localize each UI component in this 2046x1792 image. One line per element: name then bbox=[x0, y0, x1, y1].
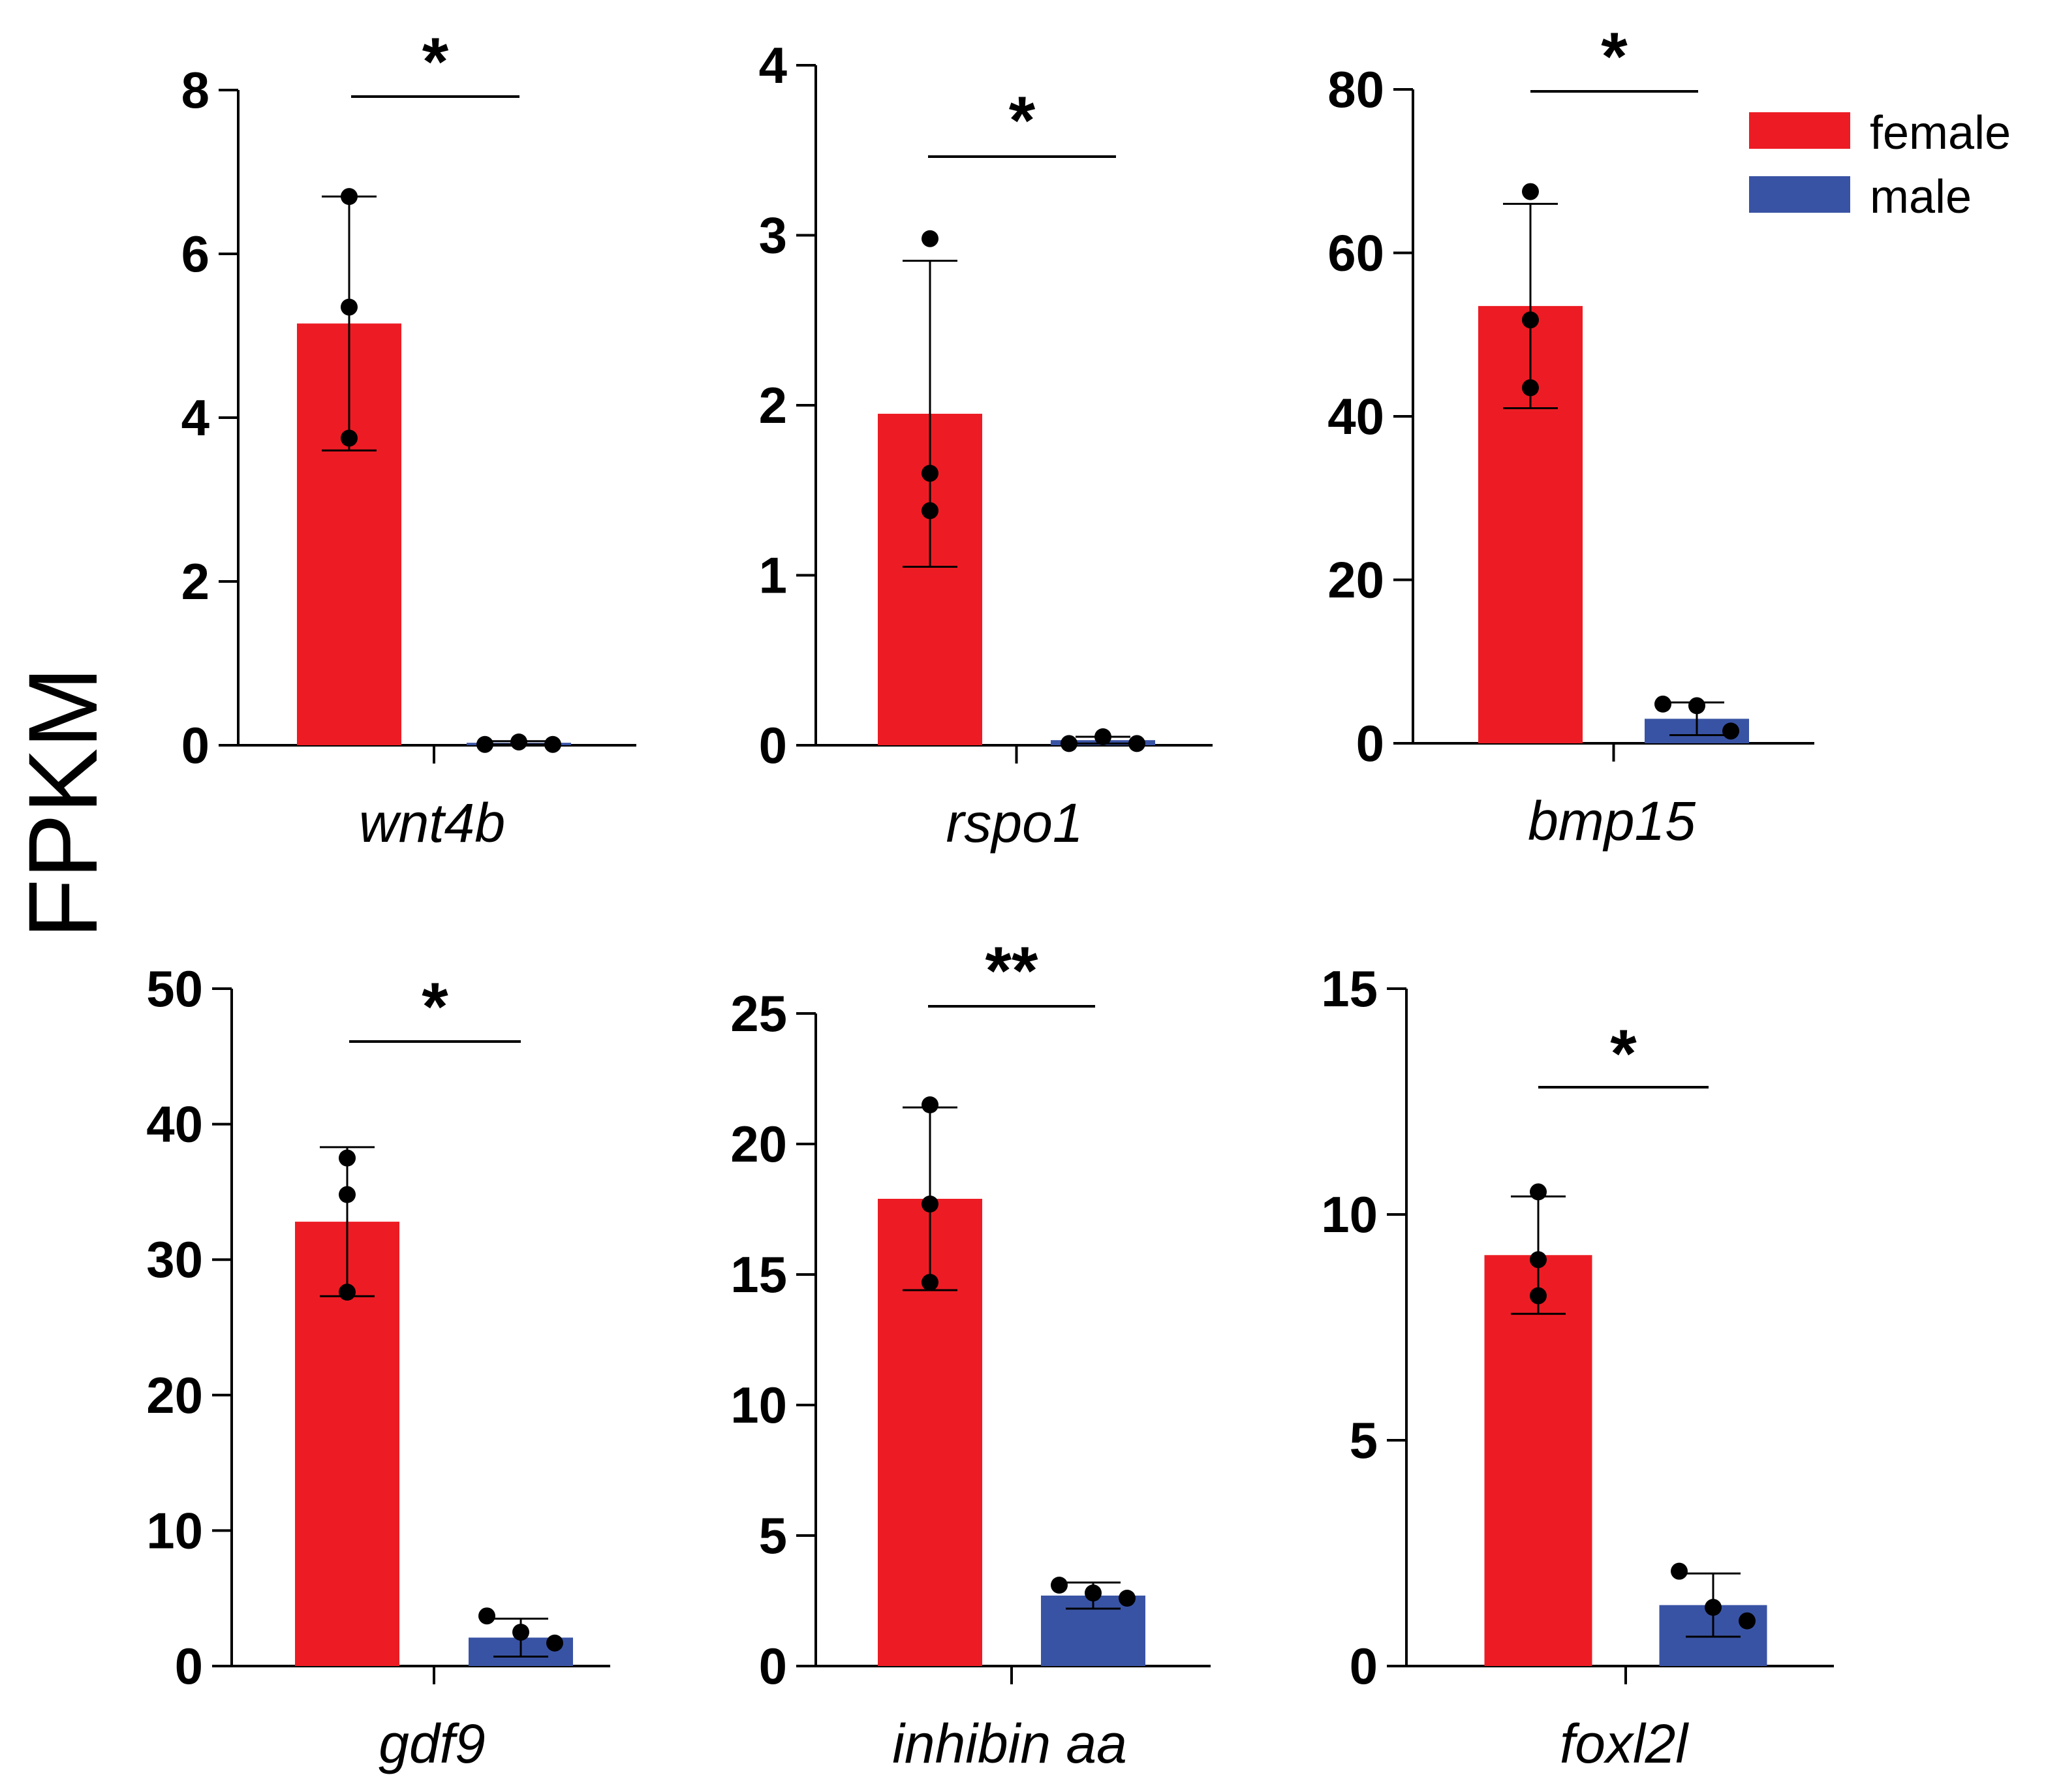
gene-label: inhibin aa bbox=[892, 1713, 1127, 1774]
data-point-female bbox=[341, 188, 358, 206]
y-tick-label: 25 bbox=[730, 985, 787, 1042]
data-point-male bbox=[1085, 1584, 1102, 1601]
y-tick-label: 8 bbox=[181, 61, 209, 119]
gene-label: gdf9 bbox=[379, 1713, 486, 1774]
panel-inhibin-aa: 0 5 10 15 20 25 ** inhibin aa bbox=[730, 933, 1211, 1774]
data-point-female bbox=[922, 1096, 938, 1113]
data-point-male bbox=[476, 735, 493, 753]
data-point-female bbox=[339, 1186, 356, 1203]
data-point-female bbox=[922, 1274, 938, 1291]
data-point-female bbox=[922, 230, 938, 247]
data-point-female bbox=[1522, 379, 1539, 397]
data-point-female bbox=[922, 465, 938, 482]
panel-gdf9: 0 10 20 30 40 50 * gdf9 bbox=[146, 960, 610, 1774]
y-tick-label: 0 bbox=[1356, 715, 1384, 772]
data-point-male bbox=[1654, 695, 1671, 713]
data-point-male bbox=[478, 1607, 495, 1625]
data-point-male bbox=[1061, 735, 1077, 752]
y-tick-label: 4 bbox=[181, 389, 209, 446]
data-point-male bbox=[1094, 728, 1111, 745]
data-point-male bbox=[1051, 1577, 1068, 1594]
significance-label: * bbox=[1610, 1016, 1637, 1092]
y-tick-label: 1 bbox=[759, 547, 787, 604]
y-tick-label: 15 bbox=[730, 1246, 787, 1303]
data-point-female bbox=[1530, 1251, 1547, 1269]
data-point-female bbox=[341, 429, 358, 447]
y-tick-label: 40 bbox=[1327, 388, 1384, 445]
significance-label: * bbox=[422, 969, 448, 1045]
data-point-male bbox=[1119, 1590, 1136, 1607]
y-tick-label: 0 bbox=[175, 1637, 203, 1695]
y-tick-label: 10 bbox=[730, 1376, 787, 1434]
y-tick-label: 20 bbox=[146, 1367, 203, 1424]
data-point-female bbox=[1530, 1287, 1547, 1305]
legend-swatch-male bbox=[1749, 176, 1850, 213]
y-tick-label: 80 bbox=[1327, 61, 1384, 118]
data-point-female bbox=[922, 1196, 938, 1213]
y-tick-label: 50 bbox=[146, 960, 203, 1017]
y-tick-label: 15 bbox=[1321, 960, 1378, 1017]
legend-swatch-female bbox=[1749, 112, 1850, 149]
data-point-female bbox=[1522, 311, 1539, 329]
data-point-male bbox=[1739, 1612, 1756, 1630]
gene-label: rspo1 bbox=[946, 792, 1083, 854]
y-tick-label: 3 bbox=[759, 207, 787, 264]
gene-label: foxl2l bbox=[1560, 1713, 1689, 1774]
y-tick-label: 2 bbox=[759, 377, 787, 434]
y-tick-label: 10 bbox=[1321, 1186, 1378, 1243]
panel-bmp15: 0 20 40 60 80 * bmp15 bbox=[1327, 19, 1814, 852]
y-tick-label: 30 bbox=[146, 1231, 203, 1288]
y-tick-label: 2 bbox=[181, 553, 209, 610]
data-point-male bbox=[546, 1634, 563, 1652]
data-point-male bbox=[512, 1624, 529, 1641]
gene-label: wnt4b bbox=[359, 792, 505, 854]
data-point-female bbox=[922, 502, 938, 519]
significance-label: ** bbox=[985, 933, 1038, 1009]
y-tick-label: 0 bbox=[181, 717, 209, 774]
data-point-female bbox=[339, 1284, 356, 1301]
panel-foxl2l: 0 5 10 15 * foxl2l bbox=[1321, 960, 1834, 1774]
y-tick-label: 5 bbox=[759, 1507, 787, 1564]
panel-wnt4b: 0 2 4 6 8 * wnt4b bbox=[181, 24, 636, 854]
y-tick-label: 40 bbox=[146, 1096, 203, 1153]
significance-label: * bbox=[1601, 19, 1628, 95]
data-point-male bbox=[1688, 697, 1705, 715]
gene-label: bmp15 bbox=[1528, 790, 1696, 852]
significance-label: * bbox=[1009, 83, 1036, 159]
legend-label-male: male bbox=[1870, 171, 1972, 223]
y-tick-label: 5 bbox=[1350, 1412, 1378, 1469]
y-axis-title: FPKM bbox=[8, 667, 117, 939]
data-point-female bbox=[1530, 1183, 1547, 1201]
y-tick-label: 6 bbox=[181, 225, 209, 283]
data-point-male bbox=[1671, 1562, 1688, 1580]
data-point-male bbox=[510, 733, 527, 750]
bar-female bbox=[1484, 1255, 1592, 1666]
panels: 0 2 4 6 8 * wnt4b 0 1 2 3 4 * rspo1 0 20 40 60 80 * bmp15 0 10… bbox=[146, 19, 1834, 1774]
data-point-female bbox=[341, 298, 358, 316]
panel-rspo1: 0 1 2 3 4 * rspo1 bbox=[759, 37, 1213, 854]
y-tick-label: 10 bbox=[146, 1502, 203, 1559]
data-point-female bbox=[339, 1149, 356, 1167]
y-tick-label: 0 bbox=[759, 717, 787, 774]
data-point-male bbox=[1722, 722, 1739, 740]
y-tick-label: 20 bbox=[730, 1115, 787, 1173]
y-tick-label: 0 bbox=[759, 1637, 787, 1695]
legend-label-female: female bbox=[1870, 107, 2011, 159]
data-point-male bbox=[544, 735, 561, 753]
significance-label: * bbox=[422, 24, 449, 100]
y-tick-label: 0 bbox=[1350, 1637, 1378, 1695]
y-tick-label: 20 bbox=[1327, 551, 1384, 609]
data-point-male bbox=[1128, 735, 1145, 752]
legend: female male bbox=[1749, 107, 2011, 223]
y-tick-label: 60 bbox=[1327, 224, 1384, 282]
data-point-male bbox=[1705, 1599, 1722, 1616]
data-point-female bbox=[1522, 183, 1539, 200]
y-tick-label: 4 bbox=[759, 37, 787, 94]
